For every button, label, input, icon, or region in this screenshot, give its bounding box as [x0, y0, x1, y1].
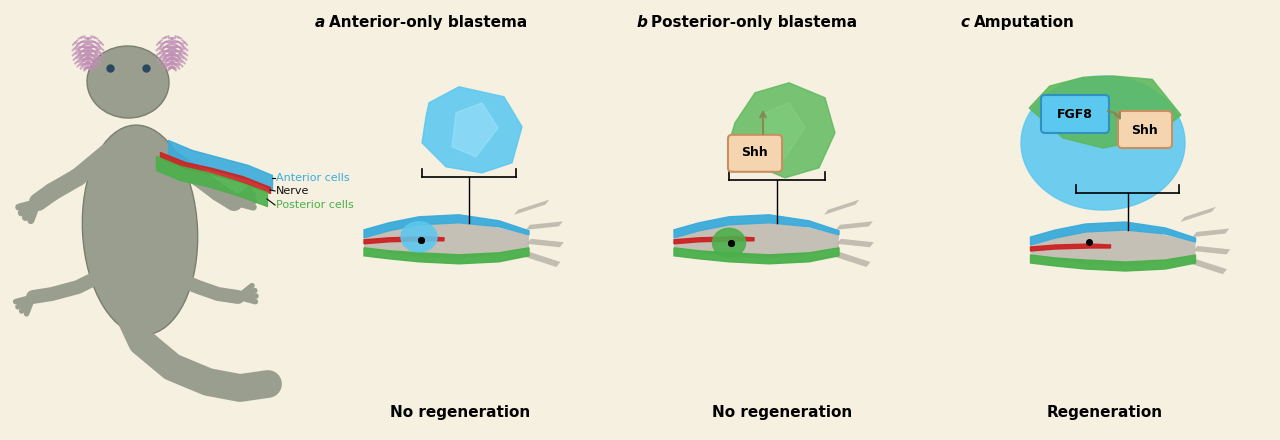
Text: c: c: [960, 15, 969, 30]
Ellipse shape: [713, 228, 745, 257]
Text: Anterior-only blastema: Anterior-only blastema: [329, 15, 527, 30]
FancyBboxPatch shape: [728, 135, 782, 172]
Polygon shape: [730, 83, 835, 178]
Polygon shape: [364, 237, 444, 244]
Polygon shape: [824, 200, 859, 215]
FancyBboxPatch shape: [1117, 111, 1172, 148]
Polygon shape: [1029, 76, 1181, 148]
Ellipse shape: [401, 222, 436, 252]
Text: FGF8: FGF8: [1057, 107, 1093, 121]
Polygon shape: [1192, 259, 1228, 274]
Polygon shape: [364, 215, 529, 238]
Ellipse shape: [82, 125, 197, 335]
Polygon shape: [1030, 244, 1111, 251]
Polygon shape: [364, 248, 529, 264]
Polygon shape: [675, 215, 838, 238]
Text: No regeneration: No regeneration: [390, 405, 530, 420]
Polygon shape: [1180, 207, 1216, 222]
Polygon shape: [759, 103, 805, 158]
FancyBboxPatch shape: [1041, 95, 1108, 133]
Text: Anterior cells: Anterior cells: [276, 173, 349, 183]
Text: Shh: Shh: [741, 146, 768, 159]
Polygon shape: [525, 252, 561, 267]
Ellipse shape: [87, 46, 169, 118]
Polygon shape: [1021, 76, 1185, 210]
Text: Regeneration: Regeneration: [1047, 405, 1164, 420]
Polygon shape: [1193, 228, 1229, 237]
Polygon shape: [1193, 246, 1230, 254]
Polygon shape: [422, 87, 522, 173]
Polygon shape: [452, 103, 498, 157]
Polygon shape: [836, 221, 873, 230]
Polygon shape: [835, 252, 870, 267]
Polygon shape: [364, 223, 529, 259]
Polygon shape: [675, 223, 838, 259]
Polygon shape: [675, 248, 838, 264]
Text: Posterior cells: Posterior cells: [276, 200, 353, 210]
Polygon shape: [1030, 255, 1196, 271]
Text: a: a: [315, 15, 325, 30]
Text: No regeneration: No regeneration: [712, 405, 852, 420]
Text: b: b: [637, 15, 648, 30]
Polygon shape: [527, 239, 563, 247]
Text: Shh: Shh: [1132, 124, 1158, 136]
Text: Posterior-only blastema: Posterior-only blastema: [652, 15, 858, 30]
Text: Nerve: Nerve: [276, 186, 310, 196]
Polygon shape: [515, 200, 549, 215]
Polygon shape: [675, 237, 754, 244]
Text: Amputation: Amputation: [974, 15, 1075, 30]
Polygon shape: [1030, 230, 1196, 266]
Polygon shape: [526, 221, 563, 230]
Polygon shape: [1030, 222, 1196, 245]
Polygon shape: [837, 239, 874, 247]
